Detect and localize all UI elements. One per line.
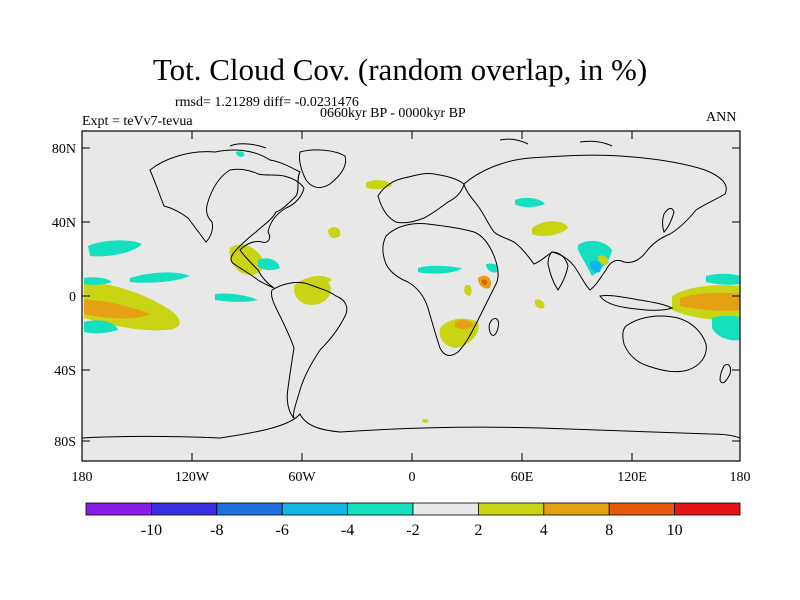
lon-tick-label: 180 bbox=[72, 470, 93, 485]
colorbar-swatch bbox=[674, 502, 741, 516]
coast-australia bbox=[622, 315, 707, 373]
anomaly-patch-ethiopia-teal bbox=[486, 263, 499, 273]
stats-label: rmsd= 1.21289 diff= -0.0231476 bbox=[175, 95, 359, 110]
anomaly-patch-npac-teal bbox=[88, 240, 142, 257]
colorbar-label: -8 bbox=[210, 522, 223, 539]
anomaly-patch-sahel-teal bbox=[418, 265, 462, 274]
colorbar-label: -10 bbox=[141, 522, 162, 539]
lon-tick-label: 0 bbox=[409, 470, 416, 485]
anomaly-patch-mideast-yellow bbox=[532, 221, 568, 236]
coast-asia bbox=[463, 154, 727, 291]
lat-tick-label: 40N bbox=[52, 216, 76, 231]
colorbar-swatch bbox=[543, 502, 610, 516]
anomaly-patch-central-asia-teal bbox=[515, 197, 545, 207]
coastlines bbox=[81, 138, 741, 439]
colorbar-label: -4 bbox=[341, 522, 354, 539]
coast-indonesia bbox=[599, 295, 674, 311]
anomaly-patch-lakes-yellow bbox=[464, 284, 472, 296]
latitude-axis: 80N 40N 0 40S 80S bbox=[52, 142, 740, 450]
colorbar-label: 4 bbox=[540, 522, 548, 539]
colorbar-swatch bbox=[477, 502, 545, 516]
anomaly-fields bbox=[84, 151, 740, 423]
lon-tick-label: 120E bbox=[617, 470, 647, 485]
lat-tick-label: 80N bbox=[52, 142, 76, 157]
anomaly-patch-spac-teal bbox=[84, 320, 118, 334]
anomaly-patch-caribbean-teal bbox=[258, 258, 280, 271]
coast-madagascar bbox=[488, 317, 499, 336]
colorbar-label: 8 bbox=[605, 522, 613, 539]
anomaly-patch-arctic-teal bbox=[236, 151, 245, 157]
coast-japan bbox=[662, 207, 675, 233]
coast-india bbox=[547, 251, 569, 291]
season-label: ANN bbox=[706, 110, 737, 125]
anomaly-patch-spac-west-teal bbox=[712, 315, 740, 341]
colorbar-swatch bbox=[412, 502, 479, 516]
lat-tick-label: 80S bbox=[54, 435, 76, 450]
colorbar-swatch bbox=[216, 502, 283, 516]
colorbar-label: 2 bbox=[474, 522, 482, 539]
coast-south-america bbox=[271, 281, 348, 419]
lat-tick-label: 40S bbox=[54, 364, 76, 379]
colorbar-label: -6 bbox=[276, 522, 289, 539]
coast-antarctica bbox=[81, 413, 741, 439]
longitude-axis: 180 120W 60W 0 60E 120E 180 bbox=[72, 131, 751, 485]
lon-tick-label: 60E bbox=[511, 470, 534, 485]
coast-north-america bbox=[149, 149, 305, 289]
anomaly-patch-wpac-orange bbox=[680, 292, 740, 311]
map-title: Tot. Cloud Cov. (random overlap, in %) bbox=[152, 52, 648, 87]
colorbar: -10 -8 -6 -4 -2 2 4 8 10 bbox=[85, 502, 741, 539]
anomaly-patch-atl-yellow bbox=[308, 275, 332, 285]
anomaly-patch-eqpac-teal bbox=[84, 277, 112, 285]
lon-tick-label: 120W bbox=[175, 470, 210, 485]
lon-tick-label: 60W bbox=[288, 470, 316, 485]
colorbar-label: 10 bbox=[667, 522, 683, 539]
colorbar-label: -2 bbox=[406, 522, 419, 539]
anomaly-patch-npac-west-teal bbox=[706, 273, 740, 285]
colorbar-swatch bbox=[347, 502, 414, 516]
plot-background bbox=[82, 131, 740, 461]
anomaly-patch-eqpac-teal2 bbox=[130, 272, 190, 283]
anomaly-patch-natl-yellow bbox=[328, 227, 341, 238]
anomaly-patch-seasia-teal bbox=[578, 240, 612, 276]
colorbar-swatch bbox=[85, 502, 152, 516]
coast-greenland bbox=[299, 149, 347, 188]
anomaly-patch-antarctic-yellow bbox=[422, 419, 429, 423]
colorbar-swatch bbox=[150, 502, 218, 516]
colorbar-swatch bbox=[608, 502, 676, 516]
anomaly-patch-seasia-yellow bbox=[598, 255, 609, 265]
anomaly-patch-epac-teal bbox=[215, 293, 258, 302]
coast-arctic-islands bbox=[229, 138, 613, 149]
coast-new-zealand bbox=[719, 363, 731, 384]
anomaly-patch-indian-yellow bbox=[534, 299, 545, 309]
period-label: 0660kyr BP - 0000kyr BP bbox=[320, 106, 466, 121]
anomaly-patch-seasia-blue bbox=[590, 260, 602, 273]
anomaly-patch-safrica-orange bbox=[455, 319, 474, 329]
anomaly-patch-eafrica-red bbox=[481, 279, 488, 285]
lat-tick-label: 0 bbox=[69, 290, 76, 305]
anomaly-patch-pacific-yellow bbox=[84, 283, 180, 331]
experiment-label: Expt = teVv7-tevua bbox=[82, 114, 193, 129]
colorbar-swatch bbox=[281, 502, 349, 516]
coast-europe bbox=[377, 173, 465, 224]
coast-africa bbox=[382, 223, 499, 356]
lon-tick-label: 180 bbox=[730, 470, 751, 485]
anomaly-patch-pacific-orange bbox=[84, 300, 150, 319]
